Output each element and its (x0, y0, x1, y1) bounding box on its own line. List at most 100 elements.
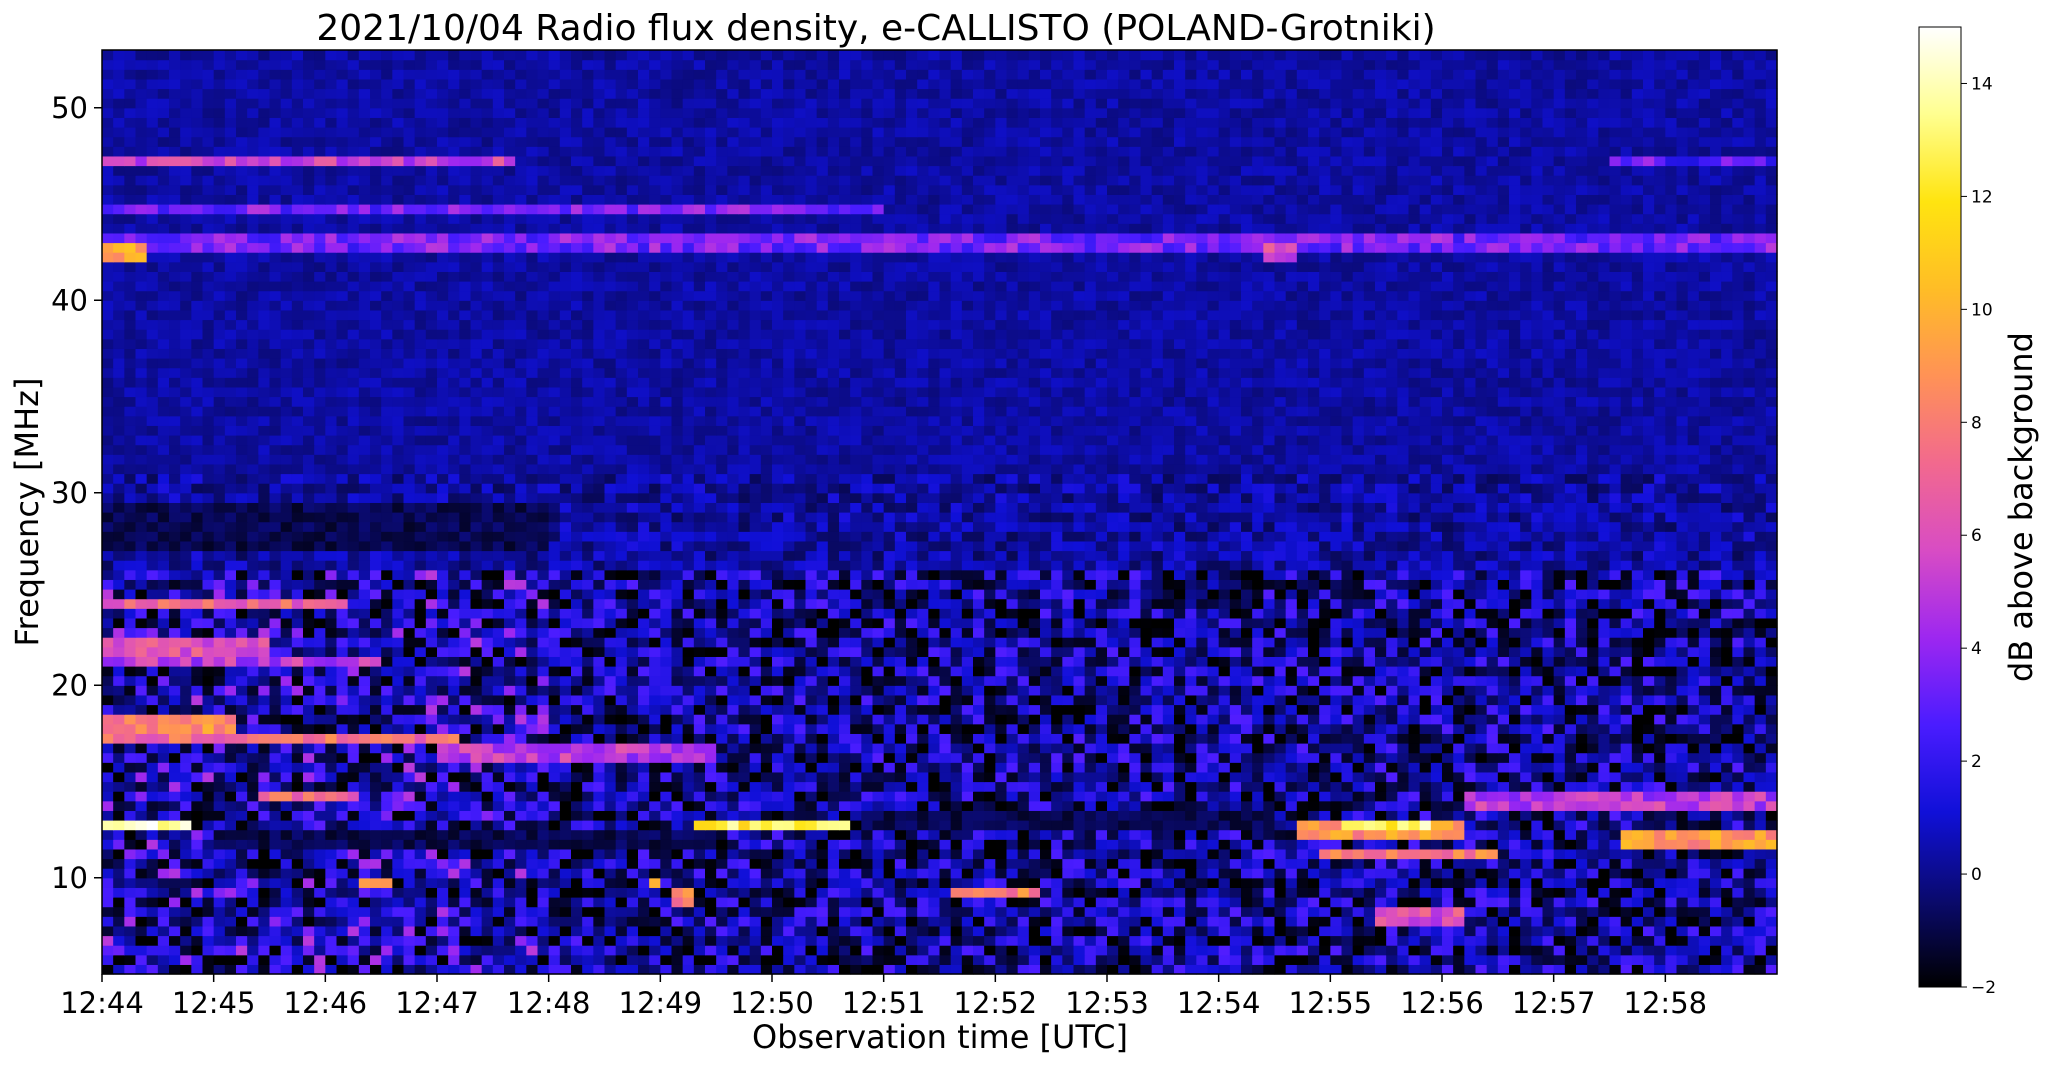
spectrogram-cell (794, 916, 807, 927)
spectrogram-cell (213, 916, 226, 927)
spectrogram-cell (816, 800, 829, 811)
spectrogram-cell (917, 733, 929, 744)
spectrogram-cell (1174, 752, 1186, 763)
spectrogram-cell (1319, 762, 1331, 773)
spectrogram-cell (1252, 935, 1264, 946)
spectrogram-cell (1129, 791, 1142, 802)
spectrogram-cell (1665, 800, 1678, 811)
spectrogram-cell (370, 771, 382, 783)
spectrogram-cell (604, 733, 617, 744)
spectrogram-cell (1464, 858, 1477, 869)
spectrogram-cell (1386, 858, 1398, 869)
spectrogram-cell (537, 752, 550, 763)
spectrogram-cell (1553, 743, 1566, 754)
spectrogram-cell (347, 810, 360, 821)
spectrogram-cell (425, 829, 438, 840)
spectrogram-cell (1732, 964, 1745, 975)
spectrogram-cell (794, 800, 807, 811)
spectrogram-cell (526, 906, 539, 917)
spectrogram-cell (950, 916, 963, 927)
spectrogram-cell (1185, 916, 1197, 927)
spectrogram-cell (1620, 868, 1633, 879)
spectrogram-cell (716, 820, 728, 831)
spectrogram-cell (894, 771, 907, 783)
spectrogram-cell (325, 935, 338, 946)
spectrogram-cell (1375, 656, 1387, 667)
spectrogram-cell (1698, 675, 1711, 686)
spectrogram-cell (414, 868, 427, 879)
spectrogram-cell (1308, 810, 1320, 821)
spectrogram-cell (102, 945, 114, 956)
spectrogram-cell (1162, 771, 1175, 783)
spectrogram-cell (1743, 964, 1756, 975)
spectrogram-cell (1107, 848, 1119, 860)
spectrogram-cell (470, 829, 483, 840)
spectrogram-cell (1352, 800, 1365, 811)
spectrogram-cell (1341, 656, 1354, 667)
spectrogram-cell (392, 848, 405, 860)
spectrogram-cell (1464, 954, 1477, 965)
spectrogram-cell (202, 656, 215, 667)
spectrogram-cell (1531, 810, 1544, 821)
spectrogram-cell (1654, 666, 1666, 677)
spectrogram-cell (392, 733, 405, 744)
spectrogram-cell (1051, 675, 1063, 686)
spectrogram-cell (615, 820, 628, 831)
spectrogram-cell (671, 887, 684, 898)
spectrogram-cell (861, 877, 874, 888)
spectrogram-cell (1509, 752, 1521, 763)
spectrogram-cell (504, 810, 516, 821)
spectrogram-cell (917, 916, 929, 927)
spectrogram-cell (1698, 762, 1711, 773)
spectrogram-cell (1564, 666, 1577, 677)
spectrogram-cell (1765, 829, 1778, 840)
spectrogram-cell (973, 723, 985, 734)
spectrogram-cell (839, 925, 851, 937)
spectrogram-cell (638, 925, 650, 937)
spectrogram-cell (1453, 954, 1465, 965)
spectrogram-cell (816, 945, 829, 956)
spectrogram-cell (1497, 752, 1510, 763)
spectrogram-cell (872, 839, 885, 850)
spectrogram-cell (1609, 781, 1622, 792)
spectrogram-cell (1040, 829, 1052, 840)
spectrogram-cell (906, 829, 918, 840)
spectrogram-cell (180, 781, 192, 792)
spectrogram-cell (559, 877, 572, 888)
spectrogram-cell (1140, 810, 1153, 821)
spectrogram-cell (760, 954, 773, 965)
spectrogram-cell (649, 887, 661, 898)
spectrogram-cell (705, 877, 717, 888)
spectrogram-cell (593, 781, 606, 792)
spectrogram-cell (816, 771, 829, 783)
spectrogram-cell (1520, 877, 1532, 888)
spectrogram-cell (526, 752, 539, 763)
spectrogram-cell (515, 675, 527, 686)
spectrogram-cell (1107, 925, 1119, 937)
spectrogram-cell (1475, 877, 1488, 888)
spectrogram-cell (370, 964, 382, 975)
spectrogram-cell (1140, 897, 1153, 908)
spectrogram-cell (716, 656, 728, 667)
spectrogram-cell (705, 685, 717, 696)
spectrogram-cell (548, 839, 561, 850)
spectrogram-cell (1341, 723, 1354, 734)
spectrogram-cell (1341, 916, 1354, 927)
spectrogram-cell (928, 925, 941, 937)
spectrogram-cell (1509, 723, 1521, 734)
spectrogram-cell (1408, 848, 1421, 860)
spectrogram-cell (157, 897, 170, 908)
spectrogram-cell (1241, 733, 1253, 744)
spectrogram-cell (1631, 887, 1644, 898)
spectrogram-cell (939, 954, 952, 965)
spectrogram-cell (157, 906, 170, 917)
spectrogram-cell (247, 781, 259, 792)
spectrogram-cell (180, 685, 192, 696)
spectrogram-cell (202, 771, 215, 783)
spectrogram-cell (1408, 954, 1421, 965)
spectrogram-cell (124, 839, 137, 850)
spectrogram-cell (492, 723, 505, 734)
spectrogram-cell (1397, 675, 1410, 686)
spectrogram-cell (1497, 925, 1510, 937)
spectrogram-cell (191, 656, 204, 667)
